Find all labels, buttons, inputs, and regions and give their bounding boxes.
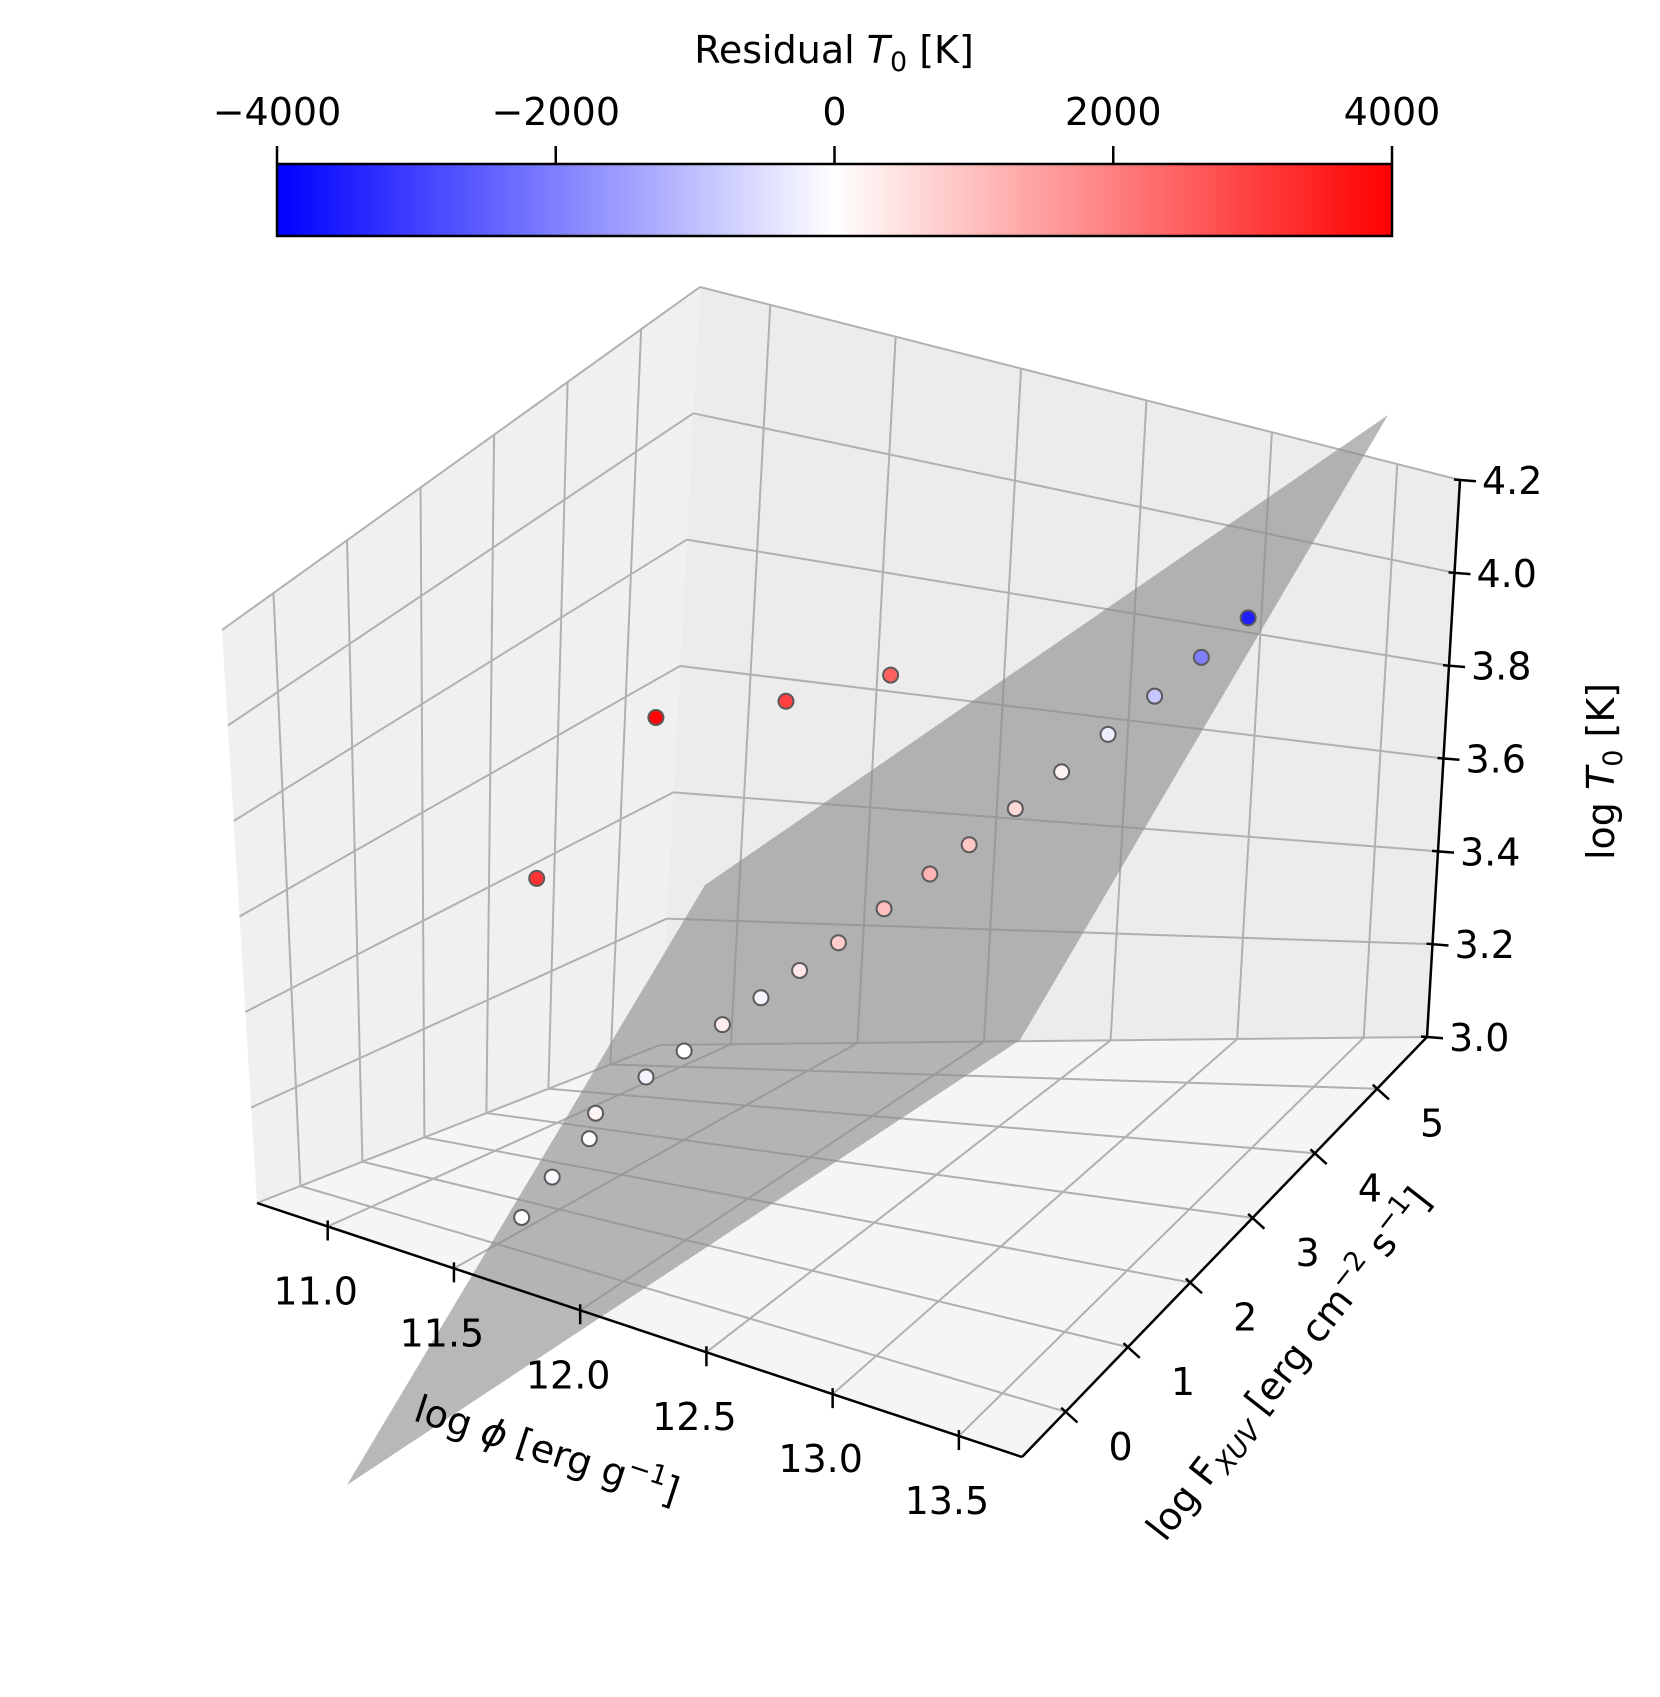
data-point [1053,763,1071,781]
z-tick [1431,849,1455,854]
grid-line-y [362,1160,1129,1349]
grid-line-x [831,1038,1238,1395]
z-tick-label: 4.0 [1477,552,1537,596]
z-axis-title: log T0 [K] [1579,683,1629,860]
y-axis-line [1021,1036,1428,1458]
z-tick-label: 3.8 [1471,645,1531,689]
data-point [513,1208,531,1226]
data-point [777,692,795,710]
colorbar-tick-label: 0 [822,90,846,134]
grid-line-z [256,1044,661,1204]
grid-line-z [221,286,701,631]
fit-plane-surface [347,415,1388,1485]
x-axis-title: log ϕ [erg g−1] [409,1383,686,1514]
y-tick-label: 2 [1233,1296,1257,1340]
y-tick [1060,1406,1079,1424]
data-point [882,666,900,684]
colorbar: Residual T0 [K] −4000 −2000 0 2000 4000 [213,28,1441,238]
data-point [1006,800,1024,818]
data-point [1099,725,1117,743]
z-tick-label: 3.4 [1460,830,1520,874]
data-point [875,900,893,918]
colorbar-ticks: −4000 −2000 0 2000 4000 [213,90,1441,164]
z-tick [1448,571,1471,576]
data-point [1239,609,1257,627]
data-point [1192,648,1210,666]
fit-plane [347,415,1388,1485]
grid-line-z [699,286,1461,481]
y-tick-label: 0 [1109,1425,1133,1469]
x-tick-label: 13.5 [905,1479,990,1523]
y-tick [1122,1342,1141,1359]
z-tick [1437,756,1460,762]
z-tick [1420,1035,1444,1040]
grid-line-x [705,1039,1112,1354]
grid-line-z [233,538,688,822]
z-tick [1453,478,1477,483]
grid-line-z [227,412,694,727]
data-point [752,989,770,1007]
data-point [647,708,665,726]
x-axis-line [256,1201,1023,1459]
colorbar-label: Residual T0 [K] [694,28,974,78]
data-point [675,1042,693,1060]
z-tick [1426,942,1449,947]
colorbar-tick-label: −4000 [213,90,342,134]
data-point [960,836,978,854]
colorbar-tick-label: 2000 [1065,90,1162,134]
y-tick-label: 1 [1171,1360,1195,1404]
z-tick-label: 3.0 [1449,1016,1509,1060]
grid-line-z [686,538,1450,667]
data-point [587,1104,605,1122]
z-tick-label: 3.6 [1466,738,1526,782]
colorbar-tick-label: 4000 [1344,90,1441,134]
data-point [543,1168,561,1186]
data-point [1146,687,1164,705]
colorbar-tick-label: −2000 [491,90,620,134]
data-point [829,934,847,952]
grid-line-z [250,917,668,1109]
data-point [921,865,939,883]
z-tick [1442,663,1466,669]
scatter-points [513,609,1257,1226]
z-tick-label: 3.2 [1455,923,1515,967]
y-tick [1184,1277,1203,1295]
y-tick [1371,1083,1390,1101]
grid-line-z [244,791,674,1013]
colorbar-bar [275,162,1394,238]
y-tick [1247,1212,1266,1230]
y-tick-label: 4 [1358,1166,1382,1210]
y-tick-label: 5 [1420,1102,1444,1146]
x-tick-label: 13.0 [778,1437,863,1481]
x-tick-label: 12.5 [652,1395,737,1439]
y-tick-label: 3 [1295,1231,1319,1275]
y-tick [1309,1148,1328,1165]
grid-line-z [693,412,1455,574]
z-tick-label: 4.2 [1482,459,1542,503]
data-point [713,1016,731,1034]
pane-left [222,287,700,1203]
grid-line-z [239,665,681,918]
grid-line-x [958,1036,1365,1437]
data-point [528,869,546,887]
data-point [791,961,809,979]
data-point [637,1068,655,1086]
x-tick-label: 11.0 [273,1269,358,1313]
x-tick-label: 11.5 [400,1311,485,1355]
grid-line-y [300,1185,1066,1413]
data-point [580,1130,598,1148]
x-tick-label: 12.0 [526,1353,611,1397]
